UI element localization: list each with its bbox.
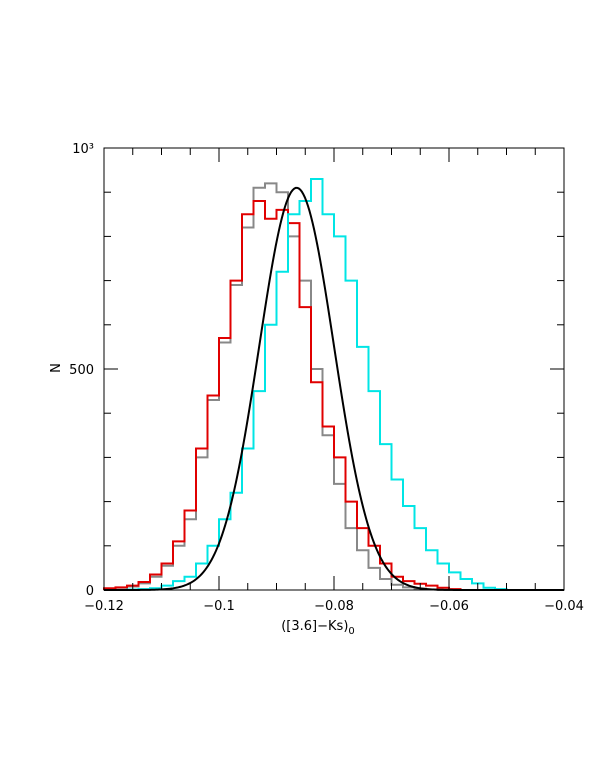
histogram-series-3 [104, 177, 518, 591]
y-tick-label: 10³ [72, 142, 94, 157]
x-tick-label: −0.12 [84, 599, 124, 614]
x-tick-labels: −0.12 −0.1 −0.08 −0.06 −0.04 [84, 599, 584, 614]
histogram-series-layer [103, 177, 518, 591]
histogram-series-1 [103, 182, 518, 591]
histogram-series-2 [103, 200, 518, 591]
axis-ticks [103, 147, 565, 591]
x-tick-label: −0.04 [544, 599, 584, 614]
y-axis-title: N [49, 363, 64, 373]
x-axis-title-subscript: 0 [348, 626, 354, 637]
x-axis-title: ([3.6]−Ks)0 [281, 619, 355, 637]
gaussian-fit-curve [104, 186, 564, 591]
x-axis-title-main: ([3.6]−Ks) [281, 619, 348, 634]
y-tick-label: 500 [69, 363, 94, 378]
y-tick-label: 0 [86, 584, 94, 599]
y-tick-labels: 0 500 10³ [69, 142, 94, 599]
x-tick-label: −0.1 [203, 599, 235, 614]
x-tick-label: −0.06 [429, 599, 469, 614]
x-tick-label: −0.08 [314, 599, 354, 614]
